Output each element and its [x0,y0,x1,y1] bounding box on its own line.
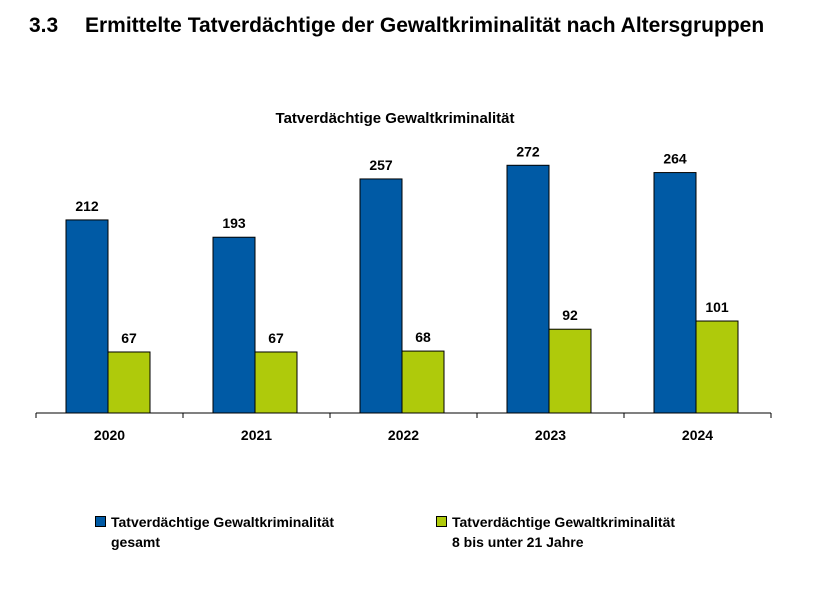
bar-gesamt-2020 [65,219,109,414]
x-tick-label-2024: 2024 [682,427,713,443]
data-label-8-bis-21-2021: 67 [268,330,284,346]
bar-8-bis-21-2021 [254,351,298,414]
data-label-8-bis-21-2022: 68 [415,329,431,345]
x-tick-label-2022: 2022 [388,427,419,443]
data-label-gesamt-2020: 212 [75,198,99,214]
bar-8-bis-21-2024 [695,320,739,414]
data-label-gesamt-2023: 272 [516,143,540,159]
legend-label-gesamt-line2: gesamt [111,534,161,550]
legend-label-8-bis-21-line1: Tatverdächtige Gewaltkriminalität [452,514,676,530]
x-tick-label-2021: 2021 [241,427,272,443]
data-label-8-bis-21-2020: 67 [121,330,137,346]
section-title: Ermittelte Tatverdächtige der Gewaltkrim… [85,14,765,37]
x-tick-label-2020: 2020 [94,427,125,443]
bar-8-bis-21-2020 [107,351,151,414]
data-label-gesamt-2024: 264 [663,151,687,167]
bar-gesamt-2023 [506,164,550,414]
bar-gesamt-2022 [359,178,403,414]
legend-swatch-gesamt [95,516,106,527]
data-label-gesamt-2022: 257 [369,157,393,173]
data-label-gesamt-2021: 193 [222,215,246,231]
chart-title: Tatverdächtige Gewaltkriminalität [275,110,515,127]
bar-gesamt-2024 [653,172,697,414]
legend-swatch-8-bis-21 [436,516,447,527]
bar-8-bis-21-2022 [401,350,445,414]
data-label-8-bis-21-2024: 101 [705,299,729,315]
data-label-8-bis-21-2023: 92 [562,307,578,323]
legend-label-gesamt-line1: Tatverdächtige Gewaltkriminalität [111,514,335,530]
bar-gesamt-2021 [212,236,256,414]
section-number: 3.3 [29,14,59,37]
legend-label-8-bis-21-line2: 8 bis unter 21 Jahre [452,534,584,550]
x-tick-label-2023: 2023 [535,427,566,443]
bar-8-bis-21-2023 [548,328,592,414]
